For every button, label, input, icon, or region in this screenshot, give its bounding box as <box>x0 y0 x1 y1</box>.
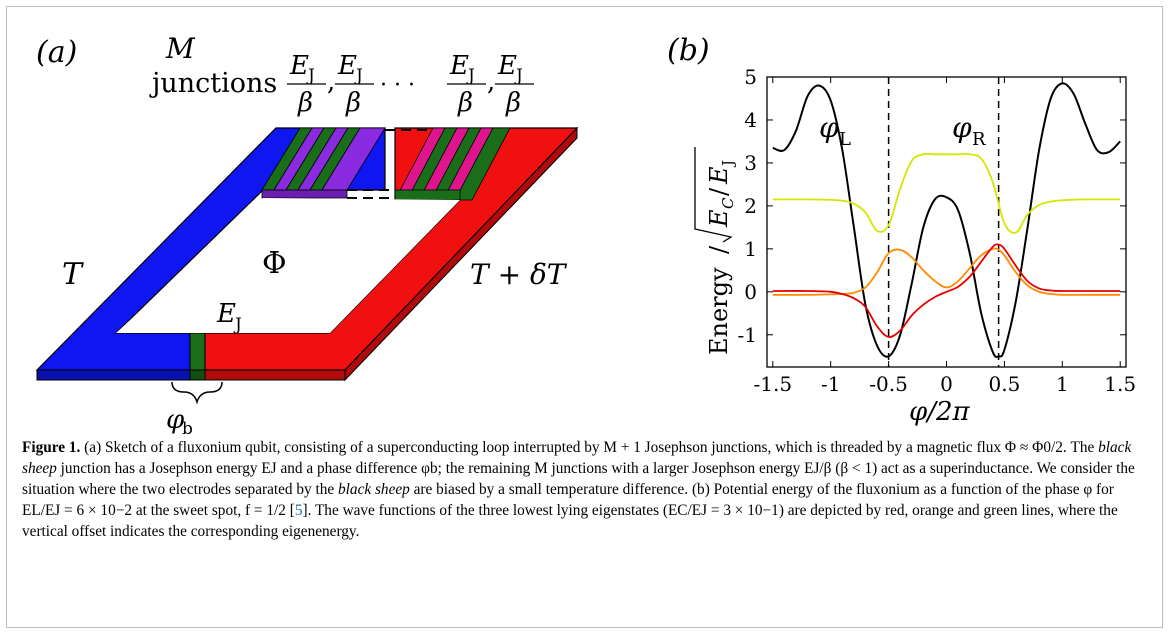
svg-text:/: / <box>705 245 733 254</box>
x-tick-label: 1.5 <box>1104 372 1136 396</box>
ej-beta-fraction-2: E J β <box>335 51 374 118</box>
x-tick-label: -1.5 <box>754 372 793 396</box>
svg-text:J: J <box>306 66 315 86</box>
svg-text:E: E <box>497 51 517 81</box>
caption-text-1: (a) Sketch of a fluxonium qubit, consist… <box>80 439 1099 456</box>
fluxonium-loop <box>35 126 579 382</box>
y-tick-label: 0 <box>744 280 757 304</box>
svg-text:E: E <box>216 299 236 329</box>
svg-text:E: E <box>705 166 733 185</box>
svg-text:R: R <box>972 129 986 150</box>
m-junctions-word: junctions <box>149 68 277 99</box>
plot-area: -1.5 -1 -0.5 0 0.5 1 1.5 -1 0 1 2 3 4 5 <box>738 65 1137 396</box>
right-junction-array <box>394 127 511 201</box>
svg-text:E: E <box>289 51 309 81</box>
svg-text:J: J <box>514 66 523 86</box>
svg-text:,: , <box>327 67 335 97</box>
svg-text:β: β <box>457 88 473 118</box>
right-temperature-label: T + δT <box>470 258 568 291</box>
junctions-ellipsis: · · · <box>380 73 415 98</box>
y-tick-label: 1 <box>744 237 757 261</box>
third-eigenstate-curve <box>772 152 1121 234</box>
svg-text:Energy: Energy <box>705 267 733 355</box>
svg-text:φ: φ <box>952 111 972 144</box>
svg-text:β: β <box>297 88 313 118</box>
svg-text:E: E <box>337 51 357 81</box>
x-axis-label: φ/2π <box>909 397 971 427</box>
potential-curve <box>772 82 1121 358</box>
svg-text:φ: φ <box>166 405 185 435</box>
y-tick-label: 4 <box>744 108 757 132</box>
ej-beta-fraction-4: E J β <box>495 51 534 118</box>
x-tick-label: 1 <box>1056 372 1069 396</box>
phase-brace <box>171 381 223 405</box>
svg-text:J: J <box>719 160 737 168</box>
x-tick-label: -1 <box>821 372 840 396</box>
y-tick-label: 3 <box>744 151 757 175</box>
svg-text:β: β <box>345 88 361 118</box>
black-sheep-energy-label: E J <box>216 299 242 335</box>
x-tick-label: -0.5 <box>869 372 908 396</box>
x-tick-label: 0.5 <box>988 372 1020 396</box>
left-junction-array <box>261 127 386 199</box>
caption-black-sheep-2: black sheep <box>338 481 410 498</box>
phase-label: φ b <box>166 405 193 439</box>
y-axis-label: Energy / E C / E J <box>694 147 737 355</box>
ej-beta-fraction-1: E J β , <box>287 51 335 118</box>
caption-figure-label: Figure 1. <box>22 439 81 456</box>
flux-label: Φ <box>262 246 287 281</box>
phi-right-marker: φ R <box>952 111 986 150</box>
panel-a: (a) M junctions E J β , E J β · · · E J … <box>35 32 579 439</box>
caption-reference-link[interactable]: 5 <box>294 502 303 519</box>
phi-left-marker: φ L <box>819 111 851 150</box>
svg-text:L: L <box>839 129 851 150</box>
panel-a-label: (a) <box>36 35 77 70</box>
second-eigenstate-curve <box>772 247 1121 296</box>
panel-b: (b) Energy / E C / E J -1.5 -1 -0.5 0 0.5 1 1.… <box>667 33 1136 427</box>
svg-text:J: J <box>466 66 475 86</box>
y-tick-label: -1 <box>738 323 757 347</box>
svg-text:,: , <box>487 67 495 97</box>
caption-text-4: ]. The wave functions of the three lowes… <box>22 502 1118 540</box>
svg-text:E: E <box>705 209 733 228</box>
svg-text:b: b <box>182 419 193 439</box>
y-tick-label: 2 <box>744 194 757 218</box>
caption-black-sheep-1: black sheep <box>22 439 1132 477</box>
svg-text:J: J <box>233 315 242 335</box>
left-temperature-label: T <box>62 257 84 292</box>
figure-graphic: (a) M junctions E J β , E J β · · · E J … <box>35 32 1136 439</box>
svg-text:J: J <box>354 66 363 86</box>
figure-frame <box>6 6 1163 628</box>
svg-text:/: / <box>705 187 733 196</box>
ej-beta-fraction-3: E J β , <box>447 51 495 118</box>
caption-text-3: are biased by a small temperature differ… <box>22 481 1114 519</box>
figure-caption: Figure 1. (a) Sketch of a fluxonium qubi… <box>22 437 1152 542</box>
m-junctions-m: M <box>165 32 196 65</box>
svg-text:E: E <box>449 51 469 81</box>
svg-text:β: β <box>505 88 521 118</box>
black-sheep-junction <box>189 332 206 371</box>
ground-eigenstate-curve <box>772 243 1121 338</box>
panel-b-label: (b) <box>667 33 710 68</box>
x-tick-label: 0 <box>940 372 953 396</box>
y-tick-label: 5 <box>744 65 757 89</box>
svg-text:φ: φ <box>819 111 839 144</box>
svg-text:C: C <box>719 197 737 209</box>
caption-text-2: junction has a Josephson energy EJ and a… <box>22 460 1135 498</box>
